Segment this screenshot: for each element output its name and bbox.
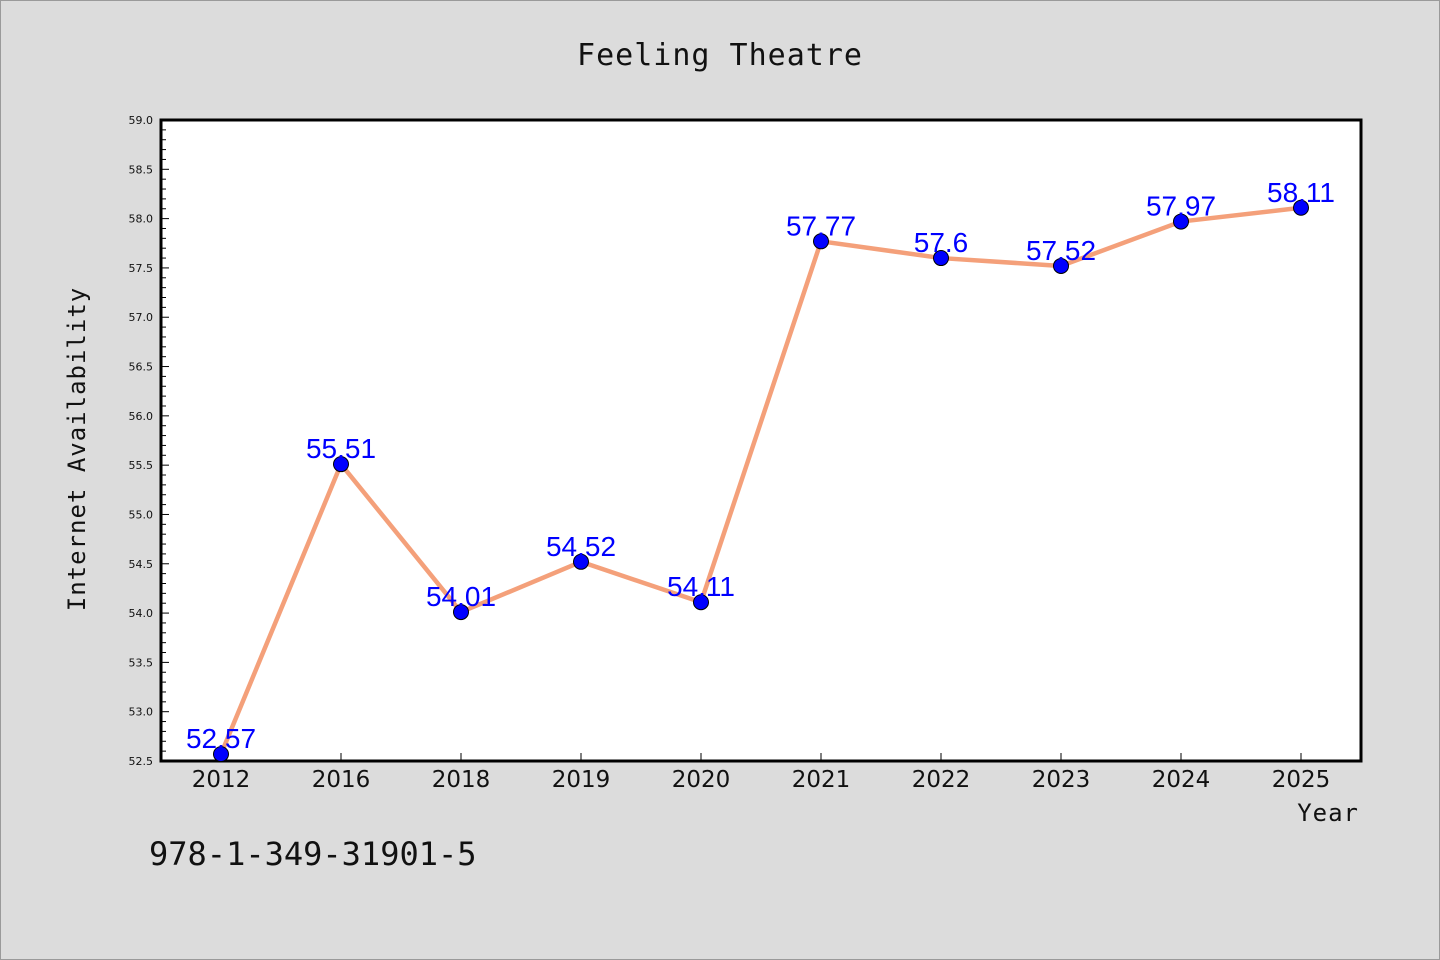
y-tick-label: 52.5 <box>129 755 154 768</box>
data-point <box>1293 199 1309 216</box>
x-tick-label: 2018 <box>432 767 491 793</box>
x-tick-label: 2022 <box>912 767 971 793</box>
data-label: 54.52 <box>546 531 616 562</box>
data-label: 57.6 <box>914 227 969 258</box>
y-tick-label: 56.0 <box>129 410 154 423</box>
y-axis: 52.5 53.0 53.5 54.0 54.5 55.0 55.5 56.0 56.5 57.0… <box>129 114 169 768</box>
y-tick-label: 53.0 <box>129 706 154 719</box>
x-tick-label: 2023 <box>1032 767 1091 793</box>
y-tick-label: 55.5 <box>129 459 154 472</box>
data-point <box>573 553 589 570</box>
x-tick-label: 2021 <box>792 767 851 793</box>
y-tick-label: 53.5 <box>129 656 154 669</box>
chart-title: Feeling Theatre <box>577 38 863 73</box>
data-point <box>1053 257 1069 274</box>
y-tick-label: 56.5 <box>129 361 154 374</box>
data-point <box>933 250 949 267</box>
data-point <box>453 604 469 621</box>
data-label: 57.77 <box>786 210 856 241</box>
x-tick-label: 2019 <box>552 767 611 793</box>
y-tick-label: 58.0 <box>129 213 154 226</box>
y-tick-label: 54.0 <box>129 607 154 620</box>
data-labels: 52.57 55.51 54.01 54.52 54.11 57.77 57.6 57.52 5… <box>186 177 1335 754</box>
data-point <box>693 594 709 611</box>
y-tick-label: 57.5 <box>129 262 154 275</box>
data-point <box>1173 213 1189 230</box>
data-label: 54.11 <box>667 571 735 602</box>
data-point <box>333 456 349 473</box>
data-label: 52.57 <box>186 723 256 754</box>
y-tick-label: 54.5 <box>129 558 154 571</box>
x-tick-label: 2020 <box>672 767 731 793</box>
x-tick-label: 2024 <box>1152 767 1211 793</box>
series-layer <box>213 199 1309 763</box>
data-label: 57.52 <box>1026 235 1096 266</box>
data-point <box>813 233 829 250</box>
y-tick-label: 55.0 <box>129 508 154 521</box>
y-tick-label: 57.0 <box>129 311 154 324</box>
x-tick-label: 2016 <box>312 767 371 793</box>
x-axis-title: Year <box>1297 799 1359 827</box>
x-tick-label: 2025 <box>1272 767 1331 793</box>
data-label: 55.51 <box>306 433 376 464</box>
x-tick-label: 2012 <box>192 767 251 793</box>
series-line <box>218 205 1302 755</box>
data-label: 58.11 <box>1267 177 1335 208</box>
isbn-text: 978-1-349-31901-5 <box>149 835 477 873</box>
data-label: 57.97 <box>1146 191 1216 222</box>
y-tick-label: 59.0 <box>129 114 154 127</box>
data-point <box>213 746 229 763</box>
x-axis: 2012 2016 2018 2019 2020 2021 2022 2023 2024 2025 <box>192 753 1331 793</box>
y-tick-label: 58.5 <box>129 163 154 176</box>
data-label: 54.01 <box>426 581 496 612</box>
y-axis-title: Internet Availability <box>63 287 91 611</box>
